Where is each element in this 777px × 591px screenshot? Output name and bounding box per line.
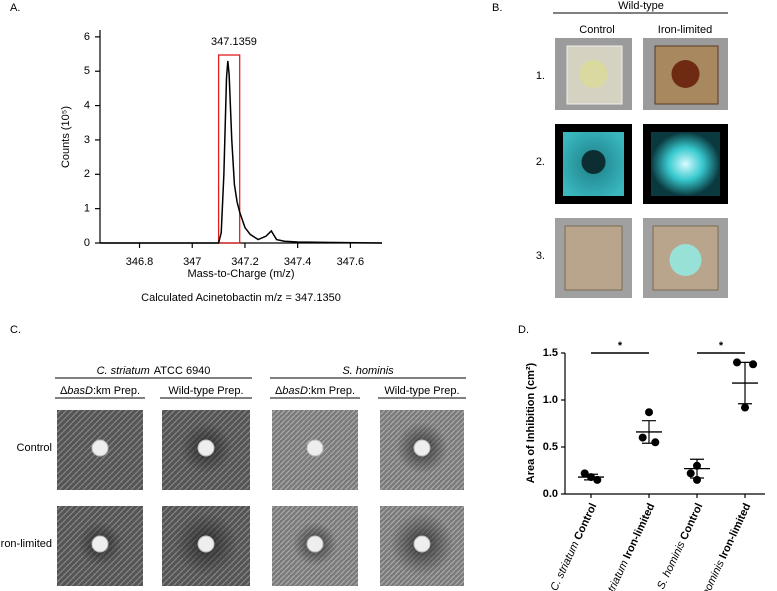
row-label: Control	[17, 442, 52, 454]
caption: Calculated Acinetobactin m/z = 347.1350	[141, 292, 341, 304]
row-label: 3.	[536, 250, 545, 262]
col-post: :km Prep.	[308, 385, 355, 397]
error-bar	[738, 361, 752, 405]
data-point	[741, 403, 749, 412]
y-tick-label: 1.5	[543, 347, 558, 359]
y-axis-label: Area of Inhibition (cm²)	[525, 362, 537, 483]
column-label: Iron-limited	[658, 24, 712, 36]
y-tick-label: 4	[84, 99, 90, 111]
significance-label: *	[618, 340, 623, 352]
panel-b-title: Wild-type	[618, 0, 664, 12]
y-tick-label: 0.0	[543, 488, 558, 500]
fluor-square	[651, 132, 720, 196]
well	[579, 60, 608, 88]
highlight-box	[217, 54, 241, 244]
panel-label: A.	[10, 2, 20, 14]
panel-label: B.	[492, 2, 502, 14]
disc	[91, 439, 109, 457]
x-tick-label: 347.6	[337, 256, 365, 268]
x-tick-label: C. striatumControl	[548, 501, 599, 591]
disc	[91, 535, 109, 553]
strain-rest: ATCC 6940	[154, 365, 211, 377]
data-point	[749, 360, 758, 369]
data-point	[733, 358, 741, 367]
disc	[413, 439, 431, 457]
column-header: Wild-type Prep.	[168, 385, 243, 397]
data-point	[645, 408, 653, 417]
species: S. hominis	[655, 539, 688, 591]
y-tick-label: 3	[84, 134, 90, 146]
condition: Iron-limited	[621, 501, 657, 560]
strain-header: S. hominis	[342, 365, 394, 377]
strain-italic: C. striatum	[97, 365, 150, 377]
gel-square	[564, 225, 623, 291]
well	[671, 60, 700, 88]
condition: Control	[678, 501, 705, 542]
well	[581, 150, 606, 174]
y-tick-label: 2	[84, 168, 90, 180]
panel-label: C.	[10, 324, 21, 336]
column-label: Control	[579, 24, 614, 36]
x-tick-label: 346.8	[126, 256, 154, 268]
y-tick-label: 1.0	[543, 394, 558, 406]
disc	[413, 535, 431, 553]
row-label: 2.	[536, 156, 545, 168]
significance-label: *	[719, 340, 724, 352]
disc	[197, 439, 215, 457]
col-pre: Δ	[275, 385, 283, 397]
error-bar	[584, 473, 598, 481]
column-header: Wild-type Prep.	[384, 385, 459, 397]
data-point	[686, 469, 695, 478]
disc	[306, 535, 324, 553]
y-tick-label: 1	[84, 203, 90, 215]
species: C. striatum	[548, 540, 581, 591]
col-italic: basD	[282, 385, 308, 397]
col-post: :km Prep.	[93, 385, 140, 397]
line-series	[100, 60, 383, 244]
disc	[197, 535, 215, 553]
data-point	[651, 438, 660, 447]
x-axis-label: Mass-to-Charge (m/z)	[188, 268, 295, 280]
col-italic: basD	[67, 385, 93, 397]
peak-annotation: 347.1359	[211, 36, 257, 48]
y-tick-label: 0.5	[543, 441, 558, 453]
condition: Iron-limited	[717, 501, 753, 560]
x-tick-label: S. hominisControl	[655, 501, 705, 591]
disc	[306, 439, 324, 457]
condition: Control	[572, 501, 599, 542]
col-text: Wild-type Prep.	[168, 385, 243, 397]
column-header: ΔbasD:km Prep.	[275, 385, 355, 397]
strain-header: C. striatum ATCC 6940	[97, 365, 211, 377]
y-tick-label: 6	[84, 31, 90, 43]
strain-italic: S. hominis	[342, 365, 394, 377]
panel-label: D.	[518, 324, 529, 336]
glow-spot	[669, 244, 702, 276]
row-label: 1.	[536, 70, 545, 82]
column-header: ΔbasD:km Prep.	[60, 385, 140, 397]
error-bar	[642, 420, 656, 444]
x-tick-label: C. striatumIron-limited	[597, 501, 657, 591]
row-label: Iron-limited	[0, 538, 52, 550]
col-pre: Δ	[60, 385, 68, 397]
x-tick-label: 347.4	[284, 256, 312, 268]
error-bar	[690, 458, 704, 479]
y-axis-label: Counts (10⁵)	[60, 106, 72, 168]
x-tick-label: 347.2	[231, 256, 259, 268]
species: S. hominis	[694, 558, 727, 591]
species: C. striatum	[597, 558, 630, 591]
data-point	[638, 433, 647, 442]
y-tick-label: 0	[84, 237, 90, 249]
data-point	[580, 469, 589, 478]
x-tick-label: S. hominisIron-limited	[694, 501, 753, 591]
x-tick-label: 347	[183, 256, 201, 268]
y-tick-label: 5	[84, 65, 90, 77]
col-text: Wild-type Prep.	[384, 385, 459, 397]
